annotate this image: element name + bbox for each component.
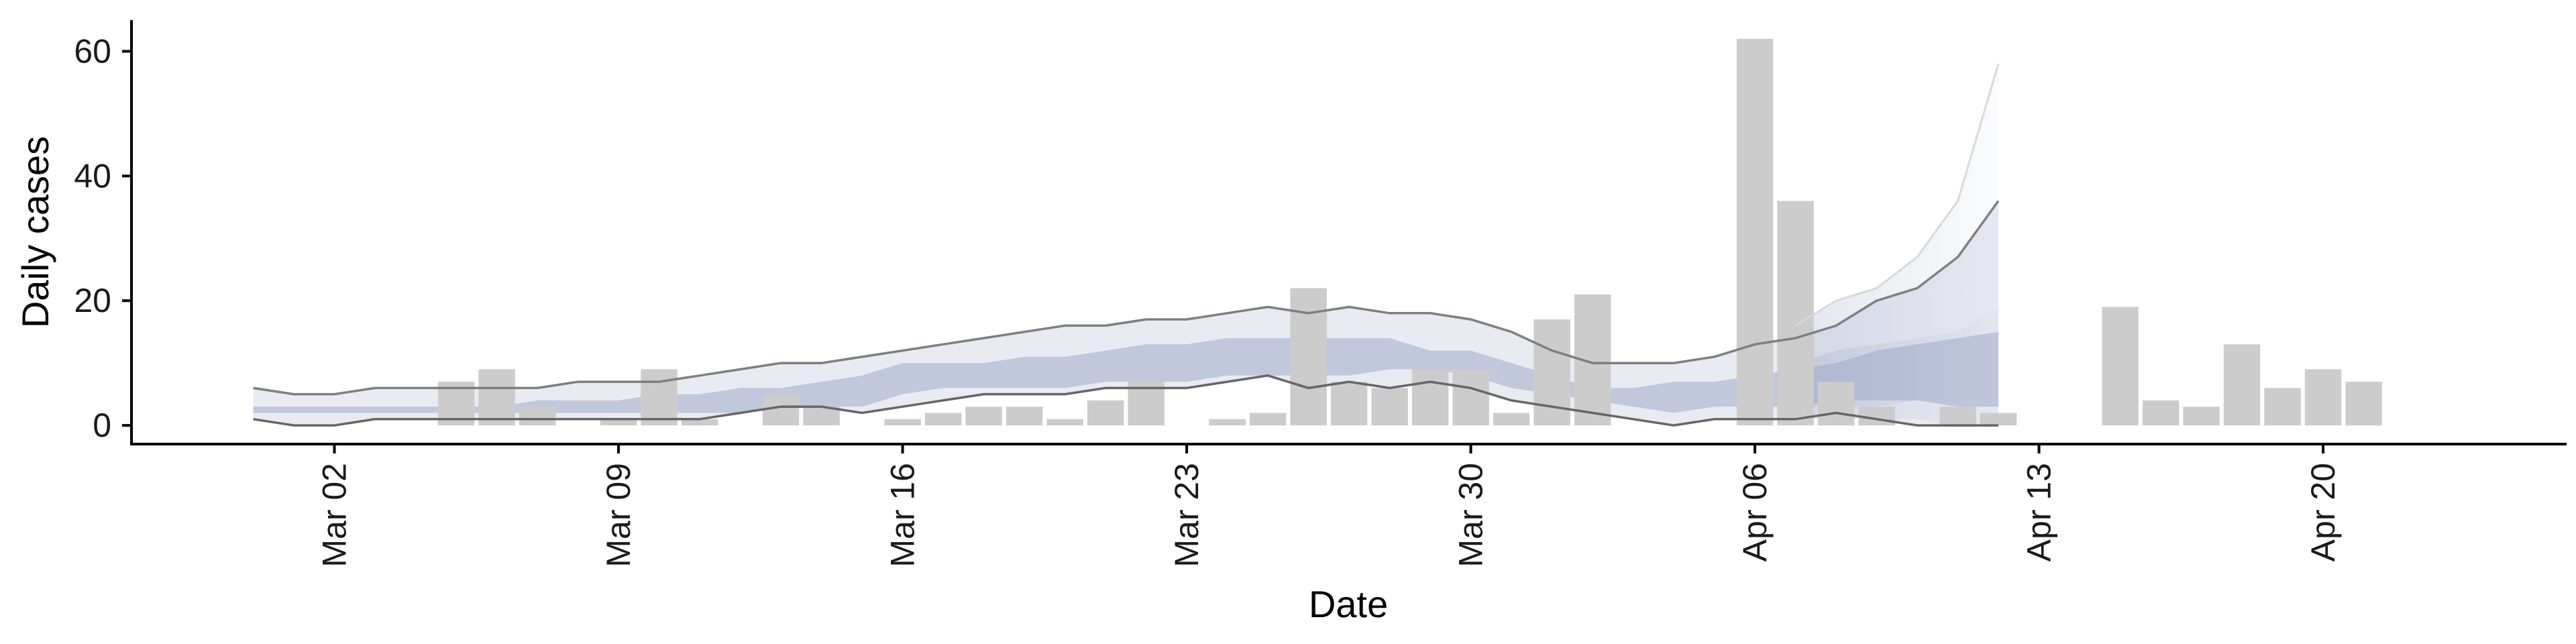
case-bar (762, 394, 800, 426)
case-bar (600, 419, 637, 426)
x-tick-label: Mar 02 (316, 463, 354, 568)
case-bar (965, 407, 1002, 426)
forecast-inner-band (1795, 307, 1998, 407)
case-bar (2223, 344, 2261, 426)
y-tick-label: 0 (93, 407, 111, 444)
x-ticks: Mar 02 Mar 09 Mar 16 Mar 23 Mar 30 Apr 06 Apr … (316, 444, 2342, 568)
x-tick-label: Mar 16 (884, 463, 922, 568)
x-axis-title: Date (1309, 583, 1388, 625)
case-bar (1939, 407, 1976, 426)
case-bar (1046, 419, 1083, 426)
case-bar (2142, 400, 2180, 426)
case-bar (1087, 400, 1124, 426)
y-ticks: 0 20 40 60 (74, 32, 131, 444)
x-tick-label: Apr 06 (1736, 463, 1774, 561)
case-bar (1452, 369, 1489, 426)
lower-bound-line (253, 374, 1998, 427)
case-bar (803, 407, 840, 426)
case-bar (1777, 201, 1814, 426)
case-bar (1290, 288, 1327, 426)
y-tick-label: 60 (74, 32, 111, 70)
x-tick-label: Apr 13 (2021, 463, 2058, 561)
case-bar (2304, 369, 2342, 426)
case-bar (2345, 382, 2382, 426)
case-bar (478, 369, 515, 426)
x-tick-label: Apr 20 (2304, 463, 2342, 561)
upper-bound-line (253, 200, 2000, 396)
y-axis-title: Daily cases (14, 136, 56, 328)
y-tick-label: 40 (74, 157, 111, 195)
case-bar (924, 413, 962, 426)
x-tick-label: Mar 09 (600, 463, 637, 568)
case-bar (2264, 388, 2301, 426)
case-bar (1006, 407, 1043, 426)
case-bar (1817, 382, 1855, 426)
estimate-lines (253, 63, 2000, 427)
forecast-upper-line (1794, 63, 2000, 327)
case-bar (519, 407, 556, 426)
case-bar (2183, 407, 2220, 426)
case-bar (1493, 413, 1530, 426)
case-bar (1209, 419, 1246, 426)
case-bar (681, 419, 718, 426)
y-tick-label: 20 (74, 282, 111, 319)
case-bar (884, 419, 921, 426)
case-bar (1330, 382, 1368, 426)
case-bar (1249, 413, 1287, 426)
case-bar (1858, 407, 1895, 426)
axes: 0 20 40 60 Mar 02 Mar 09 Mar 16 Mar 23 Mar 30 Ap… (74, 20, 2567, 568)
case-bar (1736, 38, 1774, 426)
x-tick-label: Mar 30 (1452, 463, 1490, 568)
case-bar (1371, 388, 1408, 426)
x-tick-label: Mar 23 (1168, 463, 1205, 568)
case-bar (641, 369, 678, 426)
case-bar (1411, 369, 1449, 426)
case-bar (2102, 307, 2139, 426)
case-bar (1980, 413, 2017, 426)
